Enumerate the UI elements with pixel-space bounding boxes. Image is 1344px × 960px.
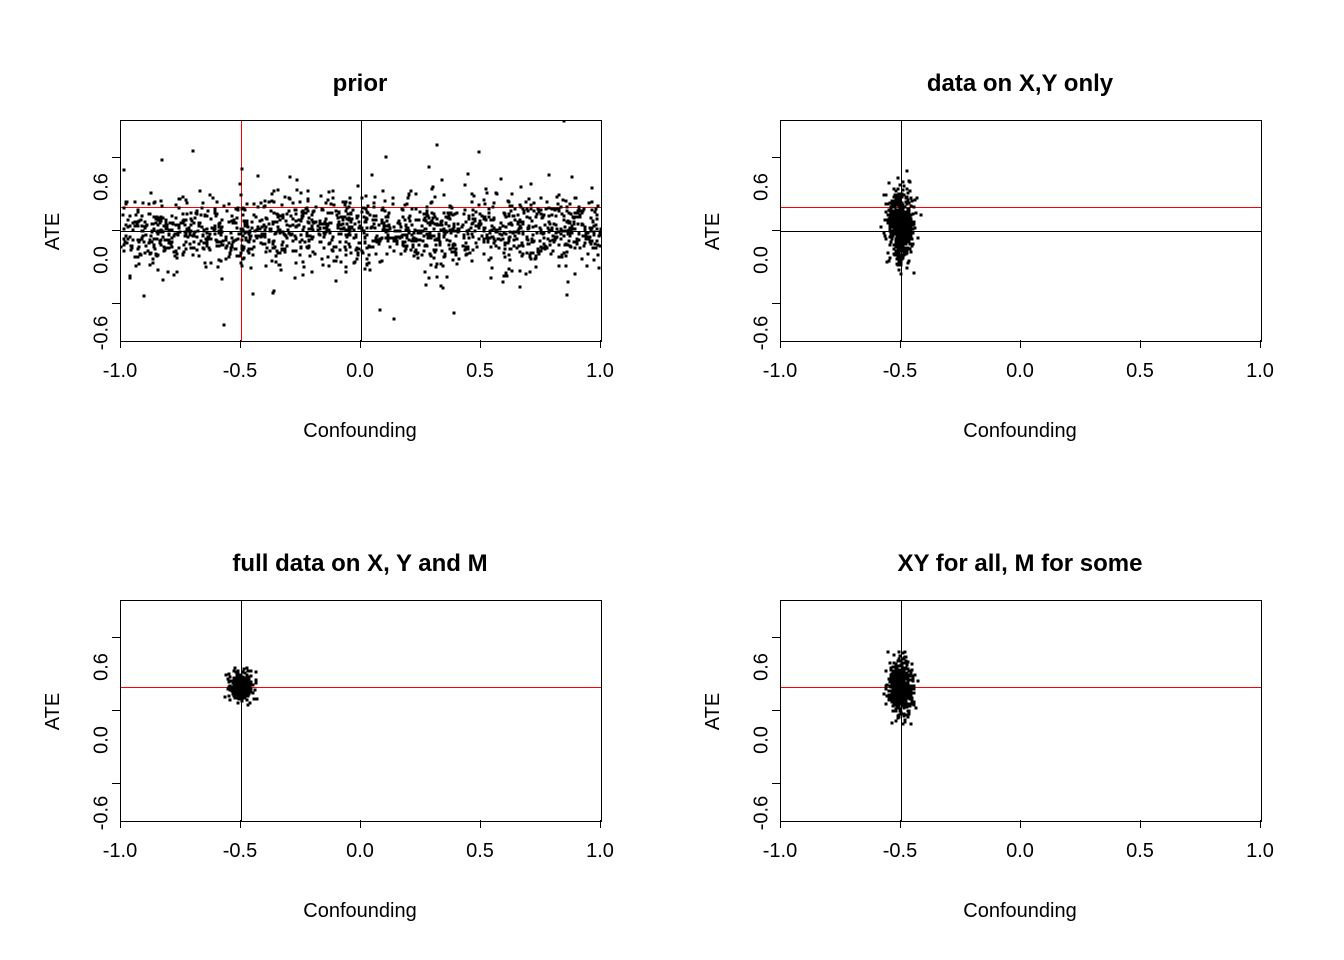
ylabel: ATE: [42, 693, 65, 730]
ytick-label: -0.6: [751, 303, 774, 363]
xtick-mark: [780, 820, 781, 828]
ytick-label: 0.0: [91, 710, 114, 770]
xtick-mark: [240, 340, 241, 348]
xtick-label: -0.5: [883, 360, 917, 383]
xtick-label: -1.0: [103, 360, 137, 383]
xtick-label: 0.5: [466, 840, 494, 863]
ref-hline-red: [121, 687, 601, 688]
xtick-label: -1.0: [103, 840, 137, 863]
xtick-mark: [480, 820, 481, 828]
panel-title: XY for all, M for some: [780, 550, 1260, 578]
ytick-label: 0.0: [751, 710, 774, 770]
xtick-label: 0.0: [346, 360, 374, 383]
xtick-label: -0.5: [223, 840, 257, 863]
xtick-label: 1.0: [1246, 360, 1274, 383]
plot-area: [780, 120, 1262, 342]
xtick-label: 0.5: [466, 360, 494, 383]
ylabel: ATE: [702, 693, 725, 730]
panel-xy_only: data on X,Y only-1.0-0.50.00.51.0-0.60.0…: [780, 120, 1260, 340]
xlabel: Confounding: [780, 420, 1260, 443]
plot-area: [780, 600, 1262, 822]
ytick-label: -0.6: [91, 303, 114, 363]
xtick-label: 1.0: [586, 840, 614, 863]
xtick-label: 1.0: [586, 360, 614, 383]
xlabel: Confounding: [780, 900, 1260, 923]
panel-xy_all_m_some: XY for all, M for some-1.0-0.50.00.51.0-…: [780, 600, 1260, 820]
xtick-mark: [900, 820, 901, 828]
ref-hline-red: [781, 207, 1261, 208]
ytick-label: 0.6: [751, 157, 774, 217]
ref-hline-red: [781, 687, 1261, 688]
ytick-label: 0.0: [91, 230, 114, 290]
xtick-mark: [1140, 340, 1141, 348]
xtick-mark: [120, 340, 121, 348]
panel-title: data on X,Y only: [780, 70, 1260, 98]
xtick-mark: [780, 340, 781, 348]
xtick-mark: [360, 820, 361, 828]
xtick-label: -0.5: [223, 360, 257, 383]
xtick-label: -0.5: [883, 840, 917, 863]
xlabel: Confounding: [120, 900, 600, 923]
xtick-mark: [480, 340, 481, 348]
panel-full_xym: full data on X, Y and M-1.0-0.50.00.51.0…: [120, 600, 600, 820]
xlabel: Confounding: [120, 420, 600, 443]
ref-vline-black: [241, 601, 242, 821]
xtick-mark: [600, 340, 601, 348]
xtick-mark: [900, 340, 901, 348]
xtick-mark: [240, 820, 241, 828]
panel-title: prior: [120, 70, 600, 98]
figure: prior -1.0 -0.5 0.0 0.5 1.0 -0.6 0.0 0.6 Confound…: [0, 0, 1344, 960]
panel-title: full data on X, Y and M: [120, 550, 600, 578]
xtick-label: 0.5: [1126, 840, 1154, 863]
xtick-mark: [1020, 820, 1021, 828]
xtick-mark: [120, 820, 121, 828]
panel-prior: prior-1.0-0.50.00.51.0-0.60.00.6Confound…: [120, 120, 600, 340]
ylabel: ATE: [42, 213, 65, 250]
ytick-label: 0.0: [751, 230, 774, 290]
ytick-label: 0.6: [91, 157, 114, 217]
xtick-mark: [1260, 340, 1261, 348]
xtick-label: 0.0: [1006, 840, 1034, 863]
ytick-label: 0.6: [91, 637, 114, 697]
plot-area: [120, 120, 602, 342]
xtick-mark: [600, 820, 601, 828]
xtick-mark: [360, 340, 361, 348]
ytick-label: -0.6: [91, 783, 114, 843]
ytick-label: 0.6: [751, 637, 774, 697]
xtick-mark: [1020, 340, 1021, 348]
ylabel: ATE: [702, 213, 725, 250]
xtick-label: -1.0: [763, 840, 797, 863]
ref-hline-black: [781, 231, 1261, 232]
xtick-mark: [1260, 820, 1261, 828]
xtick-label: 0.5: [1126, 360, 1154, 383]
xtick-label: -1.0: [763, 360, 797, 383]
xtick-mark: [1140, 820, 1141, 828]
xtick-label: 1.0: [1246, 840, 1274, 863]
ytick-label: -0.6: [751, 783, 774, 843]
plot-area: [120, 600, 602, 822]
xtick-label: 0.0: [1006, 360, 1034, 383]
xtick-label: 0.0: [346, 840, 374, 863]
